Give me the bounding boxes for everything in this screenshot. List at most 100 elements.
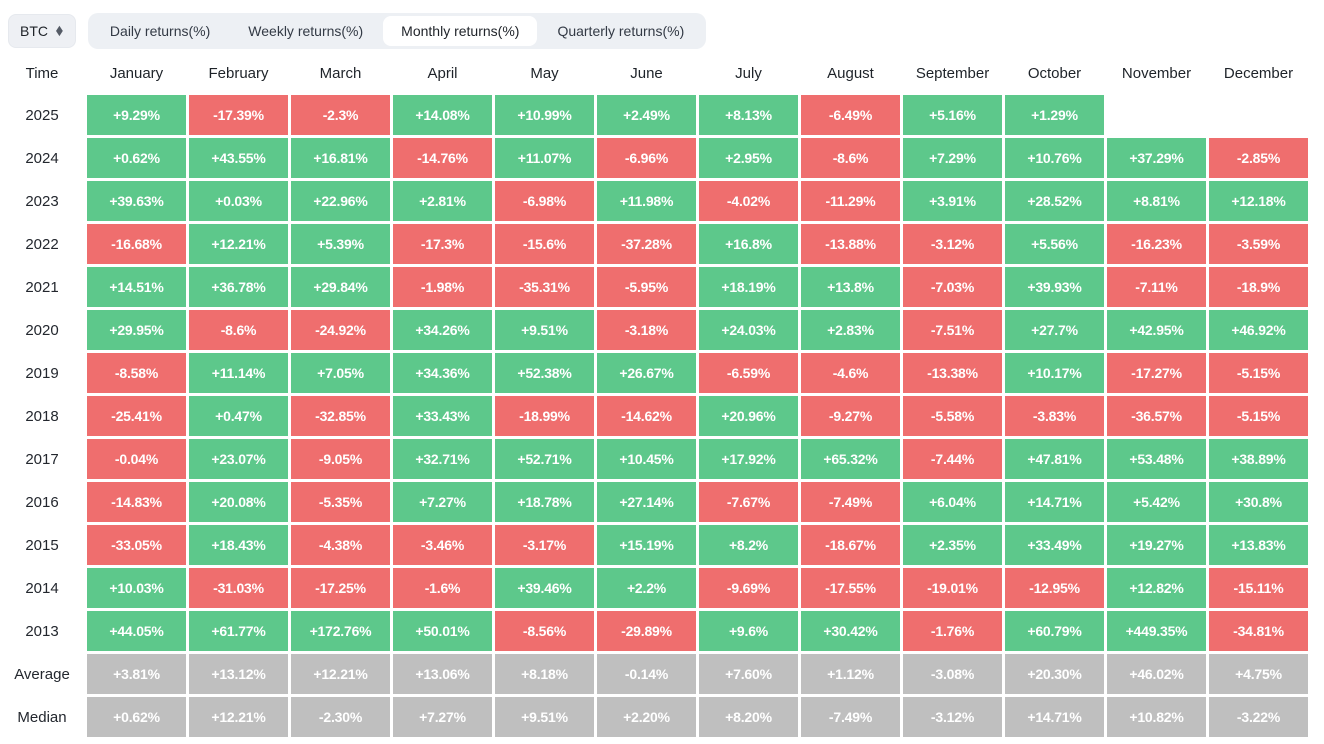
return-cell[interactable]: -31.03%	[189, 568, 288, 608]
return-cell[interactable]: +46.02%	[1107, 654, 1206, 694]
return-cell[interactable]: +26.67%	[597, 353, 696, 393]
return-cell[interactable]: -9.69%	[699, 568, 798, 608]
return-cell[interactable]: +43.55%	[189, 138, 288, 178]
return-cell[interactable]: +10.76%	[1005, 138, 1104, 178]
return-cell[interactable]: +52.38%	[495, 353, 594, 393]
return-cell[interactable]: -11.29%	[801, 181, 900, 221]
return-cell[interactable]: +32.71%	[393, 439, 492, 479]
return-cell[interactable]: +27.14%	[597, 482, 696, 522]
return-cell[interactable]: +44.05%	[87, 611, 186, 651]
return-cell[interactable]: -3.83%	[1005, 396, 1104, 436]
return-cell[interactable]: -14.76%	[393, 138, 492, 178]
return-cell[interactable]: +16.8%	[699, 224, 798, 264]
return-cell[interactable]: +50.01%	[393, 611, 492, 651]
return-cell[interactable]: +449.35%	[1107, 611, 1206, 651]
return-cell[interactable]: +13.83%	[1209, 525, 1308, 565]
return-cell[interactable]: +11.07%	[495, 138, 594, 178]
tab-daily[interactable]: Daily returns(%)	[109, 23, 211, 39]
return-cell[interactable]: +6.04%	[903, 482, 1002, 522]
return-cell[interactable]: +7.27%	[393, 482, 492, 522]
return-cell[interactable]: +7.29%	[903, 138, 1002, 178]
return-cell[interactable]: -14.62%	[597, 396, 696, 436]
return-cell[interactable]: +12.82%	[1107, 568, 1206, 608]
return-cell[interactable]: +39.93%	[1005, 267, 1104, 307]
return-cell[interactable]: +14.71%	[1005, 482, 1104, 522]
return-cell[interactable]: +2.2%	[597, 568, 696, 608]
return-cell[interactable]: -0.14%	[597, 654, 696, 694]
return-cell[interactable]: -7.67%	[699, 482, 798, 522]
return-cell[interactable]: -9.05%	[291, 439, 390, 479]
return-cell[interactable]: -14.83%	[87, 482, 186, 522]
return-cell[interactable]: -17.3%	[393, 224, 492, 264]
return-cell[interactable]: -32.85%	[291, 396, 390, 436]
return-cell[interactable]: +20.30%	[1005, 654, 1104, 694]
return-cell[interactable]: +17.92%	[699, 439, 798, 479]
return-cell[interactable]: -17.25%	[291, 568, 390, 608]
return-cell[interactable]: +27.7%	[1005, 310, 1104, 350]
return-cell[interactable]: -5.15%	[1209, 396, 1308, 436]
return-cell[interactable]: +20.08%	[189, 482, 288, 522]
return-cell[interactable]: -5.95%	[597, 267, 696, 307]
return-cell[interactable]: -1.76%	[903, 611, 1002, 651]
return-cell[interactable]: +14.71%	[1005, 697, 1104, 737]
return-cell[interactable]: +2.81%	[393, 181, 492, 221]
return-cell[interactable]: +36.78%	[189, 267, 288, 307]
return-cell[interactable]: +29.95%	[87, 310, 186, 350]
return-cell[interactable]: +28.52%	[1005, 181, 1104, 221]
tab-monthly[interactable]: Monthly returns(%)	[383, 16, 538, 46]
return-cell[interactable]: +7.60%	[699, 654, 798, 694]
asset-select[interactable]: BTC ▲ ▼	[8, 14, 76, 48]
return-cell[interactable]: +24.03%	[699, 310, 798, 350]
return-cell[interactable]: +2.20%	[597, 697, 696, 737]
return-cell[interactable]: +47.81%	[1005, 439, 1104, 479]
return-cell[interactable]: -5.35%	[291, 482, 390, 522]
return-cell[interactable]: +0.62%	[87, 697, 186, 737]
return-cell[interactable]: +38.89%	[1209, 439, 1308, 479]
return-cell[interactable]: -6.49%	[801, 95, 900, 135]
return-cell[interactable]: -13.88%	[801, 224, 900, 264]
return-cell[interactable]: -3.12%	[903, 224, 1002, 264]
return-cell[interactable]: +13.12%	[189, 654, 288, 694]
return-cell[interactable]: +7.27%	[393, 697, 492, 737]
return-cell[interactable]: +30.8%	[1209, 482, 1308, 522]
return-cell[interactable]: +9.29%	[87, 95, 186, 135]
return-cell[interactable]: +8.81%	[1107, 181, 1206, 221]
return-cell[interactable]: +19.27%	[1107, 525, 1206, 565]
return-cell[interactable]: +33.43%	[393, 396, 492, 436]
return-cell[interactable]: +2.35%	[903, 525, 1002, 565]
return-cell[interactable]: +9.51%	[495, 697, 594, 737]
return-cell[interactable]: -29.89%	[597, 611, 696, 651]
return-cell[interactable]: +16.81%	[291, 138, 390, 178]
return-cell[interactable]: +20.96%	[699, 396, 798, 436]
return-cell[interactable]: -7.49%	[801, 697, 900, 737]
return-cell[interactable]: -17.27%	[1107, 353, 1206, 393]
return-cell[interactable]: +0.03%	[189, 181, 288, 221]
return-cell[interactable]: -3.12%	[903, 697, 1002, 737]
return-cell[interactable]: +5.16%	[903, 95, 1002, 135]
return-cell[interactable]: -3.46%	[393, 525, 492, 565]
return-cell[interactable]: -2.3%	[291, 95, 390, 135]
return-cell[interactable]: +12.18%	[1209, 181, 1308, 221]
return-cell[interactable]: +12.21%	[189, 697, 288, 737]
return-cell[interactable]: -18.67%	[801, 525, 900, 565]
return-cell[interactable]: +13.8%	[801, 267, 900, 307]
return-cell[interactable]: -17.55%	[801, 568, 900, 608]
return-cell[interactable]: -8.56%	[495, 611, 594, 651]
return-cell[interactable]	[1107, 95, 1206, 135]
return-cell[interactable]: -7.03%	[903, 267, 1002, 307]
return-cell[interactable]: -13.38%	[903, 353, 1002, 393]
return-cell[interactable]: +9.6%	[699, 611, 798, 651]
return-cell[interactable]: -34.81%	[1209, 611, 1308, 651]
tab-quarterly[interactable]: Quarterly returns(%)	[557, 23, 685, 39]
return-cell[interactable]: +8.13%	[699, 95, 798, 135]
return-cell[interactable]: -4.38%	[291, 525, 390, 565]
return-cell[interactable]: -15.6%	[495, 224, 594, 264]
return-cell[interactable]: -4.02%	[699, 181, 798, 221]
return-cell[interactable]: +61.77%	[189, 611, 288, 651]
return-cell[interactable]: +34.26%	[393, 310, 492, 350]
return-cell[interactable]: +8.20%	[699, 697, 798, 737]
return-cell[interactable]: -25.41%	[87, 396, 186, 436]
return-cell[interactable]: +34.36%	[393, 353, 492, 393]
return-cell[interactable]: -2.85%	[1209, 138, 1308, 178]
return-cell[interactable]: -7.11%	[1107, 267, 1206, 307]
